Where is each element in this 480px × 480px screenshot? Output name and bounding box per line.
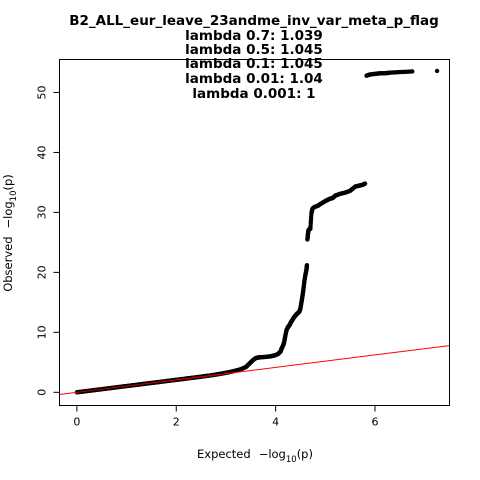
lambda-0-5-label: lambda 0.5: 1.045 — [185, 42, 323, 58]
lambda-0-1-label: lambda 0.1: 1.045 — [185, 56, 323, 72]
null-diagonal-line — [76, 375, 217, 393]
x-axis-label: Expected −log10(p) — [197, 447, 313, 465]
y-axis-label-minus-log: −log — [1, 201, 15, 228]
data-point — [362, 181, 368, 186]
lambda-0-7-label: lambda 0.7: 1.039 — [185, 28, 323, 44]
y-axis-label-prefix: Observed — [1, 236, 15, 291]
x-axis: 0 2 4 6 — [73, 405, 378, 429]
y-axis-label: Observed −log10(p) — [1, 174, 19, 292]
data-point — [410, 69, 415, 74]
x-axis-label-prefix: Expected — [197, 447, 251, 461]
reference-lines — [59, 345, 450, 395]
y-tick-label: 0 — [36, 389, 49, 396]
lambda-0-001-label: lambda 0.001: 1 — [192, 86, 315, 102]
y-tick-label: 20 — [36, 265, 49, 279]
x-tick-label: 0 — [73, 416, 80, 429]
chart-title: B2_ALL_eur_leave_23andme_inv_var_meta_p_… — [69, 13, 439, 29]
x-axis-label-minus-log: −log — [259, 447, 286, 461]
lambda-0-01-label: lambda 0.01: 1.04 — [185, 71, 323, 87]
y-tick-label: 40 — [36, 145, 49, 159]
x-tick-label: 4 — [272, 416, 279, 429]
data-point — [434, 68, 440, 74]
plot-frame — [59, 59, 450, 406]
data-point — [304, 262, 310, 268]
x-axis-label-suffix: (p) — [297, 447, 313, 461]
y-tick-label: 50 — [36, 85, 49, 99]
y-axis-label-suffix: (p) — [1, 174, 15, 190]
y-axis: 0 10 20 30 40 50 — [36, 85, 60, 396]
x-axis-label-subscript: 10 — [286, 455, 297, 465]
y-tick-label: 30 — [36, 205, 49, 219]
y-tick-label: 10 — [36, 325, 49, 339]
x-tick-label: 2 — [173, 416, 180, 429]
x-tick-label: 6 — [371, 416, 378, 429]
y-axis-label-subscript: 10 — [9, 190, 19, 201]
